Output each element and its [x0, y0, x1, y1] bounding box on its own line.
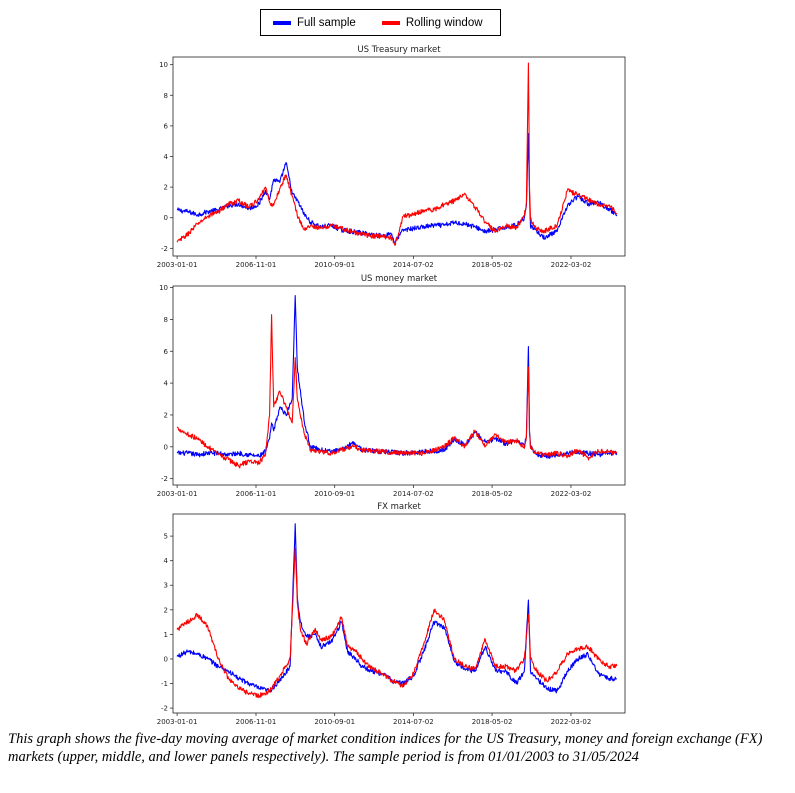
- y-tick-label-money: 0: [164, 443, 168, 451]
- legend-item-full-sample: Full sample: [273, 17, 356, 29]
- y-tick-label-fx: 2: [164, 606, 168, 614]
- legend-item-rolling-window: Rolling window: [381, 16, 483, 29]
- x-tick-label-fx: 2003-01-01: [157, 718, 198, 725]
- x-tick-label-money: 2022-03-02: [551, 490, 592, 498]
- y-tick-label-fx: 5: [164, 533, 168, 541]
- y-tick-label-money: 10: [159, 284, 168, 292]
- y-tick-label-treasury: 2: [164, 184, 168, 192]
- plot-frame-fx: [172, 513, 626, 714]
- y-tick-label-treasury: 10: [159, 61, 168, 69]
- legend-swatch-rolling-window: [381, 20, 400, 25]
- y-tick-label-treasury: 8: [164, 92, 168, 100]
- series-line-rolling-window-fx: [176, 547, 618, 699]
- chart-legend: Full sample Rolling window: [260, 9, 501, 36]
- x-tick-label-money: 2014-07-02: [393, 490, 434, 498]
- x-tick-label-treasury: 2006-11-01: [236, 261, 277, 269]
- x-tick-label-fx: 2010-09-01: [314, 718, 355, 725]
- plot-frame-treasury: [172, 56, 626, 257]
- y-tick-label-money: -2: [161, 475, 168, 483]
- legend-label-full-sample: Full sample: [297, 16, 356, 29]
- y-tick-label-fx: 1: [164, 631, 168, 639]
- x-tick-label-treasury: 2014-07-02: [393, 261, 434, 269]
- y-tick-label-treasury: 4: [164, 153, 169, 161]
- x-tick-label-treasury: 2018-05-02: [472, 261, 513, 269]
- series-line-full-sample-treasury: [176, 132, 618, 243]
- y-tick-label-money: 2: [164, 411, 168, 419]
- x-tick-label-fx: 2018-05-02: [472, 718, 513, 725]
- panel-title-treasury: US Treasury market: [357, 45, 441, 55]
- y-tick-label-fx: -2: [161, 705, 168, 713]
- x-tick-label-treasury: 2022-03-02: [551, 261, 592, 269]
- series-line-rolling-window-treasury: [176, 62, 618, 246]
- y-tick-label-treasury: 0: [164, 214, 168, 222]
- panel-title-fx: FX market: [377, 502, 421, 512]
- y-tick-label-money: 4: [164, 380, 169, 388]
- y-tick-label-fx: -1: [161, 680, 168, 688]
- x-tick-label-money: 2018-05-02: [472, 490, 513, 498]
- y-tick-label-fx: 3: [164, 582, 168, 590]
- x-tick-label-treasury: 2003-01-01: [157, 261, 198, 269]
- y-tick-label-fx: 4: [164, 557, 169, 565]
- y-tick-label-money: 6: [164, 348, 169, 356]
- x-tick-label-money: 2003-01-01: [157, 490, 198, 498]
- y-tick-label-treasury: 6: [164, 122, 169, 130]
- figure-caption: This graph shows the five-day moving ave…: [8, 731, 763, 765]
- legend-label-rolling-window: Rolling window: [405, 16, 483, 29]
- legend-swatch-full-sample: [273, 20, 291, 25]
- x-tick-label-fx: 2014-07-02: [393, 718, 434, 725]
- plot-frame-money: [172, 285, 626, 486]
- series-line-full-sample-money: [176, 295, 618, 459]
- x-tick-label-money: 2006-11-01: [236, 490, 277, 498]
- y-tick-label-money: 8: [164, 316, 168, 324]
- series-line-rolling-window-money: [176, 314, 618, 469]
- y-tick-label-fx: 0: [164, 655, 168, 663]
- panel-title-money: US money market: [361, 274, 438, 284]
- x-tick-label-fx: 2022-03-02: [551, 718, 592, 725]
- series-line-full-sample-fx: [176, 523, 618, 694]
- x-tick-label-money: 2010-09-01: [314, 490, 355, 498]
- y-tick-label-treasury: -2: [161, 245, 168, 253]
- x-tick-label-treasury: 2010-09-01: [314, 261, 355, 269]
- x-tick-label-fx: 2006-11-01: [236, 718, 277, 725]
